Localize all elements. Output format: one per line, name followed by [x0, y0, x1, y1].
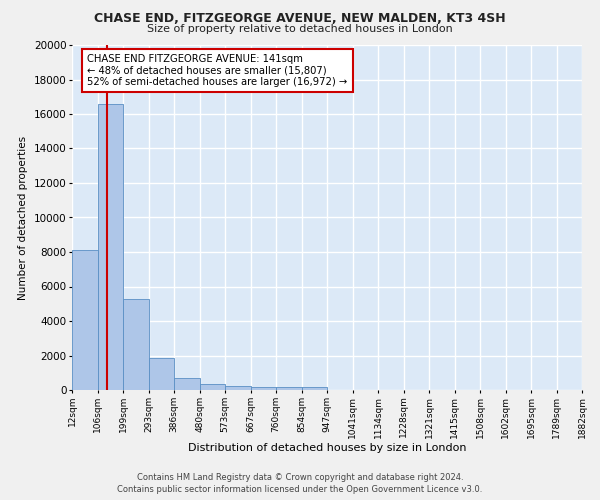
Bar [302, 388, 327, 390]
Bar [225, 386, 251, 390]
Y-axis label: Number of detached properties: Number of detached properties [18, 136, 28, 300]
Bar [123, 298, 149, 390]
Bar [72, 250, 98, 390]
Text: Contains HM Land Registry data © Crown copyright and database right 2024.
Contai: Contains HM Land Registry data © Crown c… [118, 472, 482, 494]
Text: CHASE END, FITZGEORGE AVENUE, NEW MALDEN, KT3 4SH: CHASE END, FITZGEORGE AVENUE, NEW MALDEN… [94, 12, 506, 26]
Bar [200, 384, 225, 390]
Bar [276, 387, 302, 390]
X-axis label: Distribution of detached houses by size in London: Distribution of detached houses by size … [188, 443, 466, 453]
Bar [98, 104, 123, 390]
Text: Size of property relative to detached houses in London: Size of property relative to detached ho… [147, 24, 453, 34]
Bar [174, 378, 200, 390]
Text: CHASE END FITZGEORGE AVENUE: 141sqm
← 48% of detached houses are smaller (15,807: CHASE END FITZGEORGE AVENUE: 141sqm ← 48… [88, 54, 347, 87]
Bar [149, 358, 174, 390]
Bar [251, 387, 276, 390]
